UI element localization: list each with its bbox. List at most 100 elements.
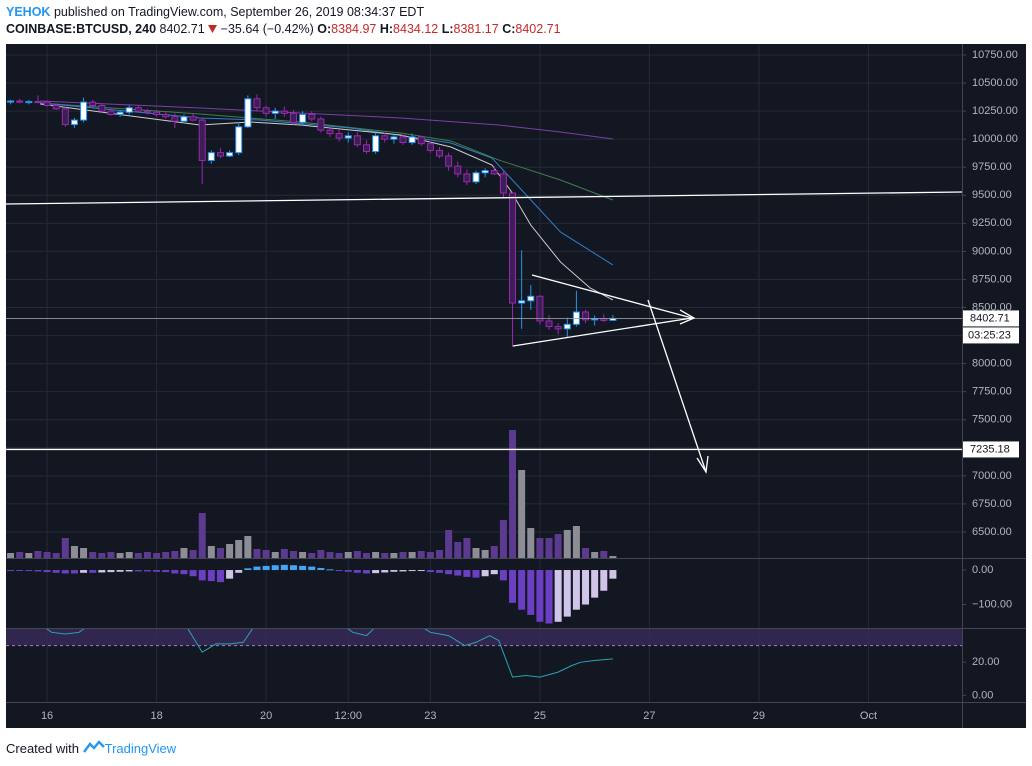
close-label: C: xyxy=(502,22,516,36)
candle-body xyxy=(463,173,471,183)
candle-body xyxy=(554,326,562,330)
triangle-lower xyxy=(512,317,693,347)
moving-average xyxy=(40,102,614,266)
moving-average xyxy=(40,103,614,301)
candle-body xyxy=(344,135,352,139)
level-label-box xyxy=(963,441,1019,458)
y-tick-label: 7000.00 xyxy=(972,470,1012,482)
macd-bar xyxy=(509,570,517,603)
candle-layer xyxy=(6,94,962,347)
candle-body xyxy=(381,135,389,140)
macd-bar xyxy=(253,566,261,571)
volume-bar xyxy=(153,553,161,558)
volume-bar xyxy=(353,551,361,558)
y-tick-label: 9250.00 xyxy=(972,217,1012,229)
candle-body xyxy=(180,116,188,122)
macd-layer xyxy=(7,564,617,624)
candle-body xyxy=(289,112,297,123)
volume-bar xyxy=(271,552,279,558)
macd-bar xyxy=(536,570,544,622)
volume-bar xyxy=(189,550,197,558)
macd-bar xyxy=(16,570,24,572)
low-value: 8381.17 xyxy=(453,22,499,36)
candle-body xyxy=(70,119,78,126)
volume-bar xyxy=(572,526,580,558)
volume-bar xyxy=(198,513,206,558)
countdown: 03:25:23 xyxy=(968,329,1011,341)
price-label-box xyxy=(963,310,1019,327)
candle-body xyxy=(417,136,425,145)
candle-body xyxy=(335,133,343,139)
x-tick-label: 27 xyxy=(643,710,655,722)
y-tick-label: 9000.00 xyxy=(972,245,1012,257)
arrow-head xyxy=(696,455,709,474)
drawings xyxy=(5,191,963,474)
open-value: 8384.97 xyxy=(331,22,377,36)
candle-body xyxy=(490,170,498,175)
volume-bar xyxy=(216,548,224,558)
logo xyxy=(82,740,105,753)
y-tick-label: 6750.00 xyxy=(972,498,1012,510)
volume-bar xyxy=(80,548,88,558)
candle-body xyxy=(399,136,407,144)
volume-bar xyxy=(536,538,544,558)
candle-body xyxy=(80,101,88,121)
macd-bar xyxy=(271,565,279,571)
macd-bar xyxy=(80,570,88,573)
candle-body xyxy=(299,113,307,123)
axis-labels: 16 18 20 12:00 23 25 27 29 Oct 6500.00 6750.00 7000… xyxy=(41,49,1019,722)
candle-body xyxy=(244,98,252,128)
volume-bar xyxy=(162,552,170,558)
arrow-down xyxy=(647,299,707,473)
y-tick-label: 9500.00 xyxy=(972,189,1012,201)
candle-body xyxy=(189,116,197,121)
macd-bar xyxy=(189,570,197,577)
candle-body xyxy=(43,101,51,107)
candle-body xyxy=(591,318,599,321)
macd-bar xyxy=(235,570,243,573)
macd-bar xyxy=(335,570,343,572)
volume-bar xyxy=(563,530,571,558)
candle-body xyxy=(353,135,361,146)
volume-bar xyxy=(381,553,389,558)
candle-body xyxy=(116,111,124,115)
macd-bar xyxy=(134,570,142,572)
volume-bar xyxy=(436,550,444,558)
candle-body xyxy=(262,107,270,114)
macd-bar xyxy=(472,570,480,578)
x-tick-label: Oct xyxy=(860,710,877,722)
volume-bar xyxy=(16,552,24,558)
volume-bar xyxy=(600,551,608,558)
candle-body xyxy=(25,101,33,104)
y-tick-label: −100.00 xyxy=(972,598,1012,610)
macd-bar xyxy=(417,570,425,572)
volume-bar xyxy=(253,549,261,558)
volume-bar xyxy=(116,553,124,558)
candle-body xyxy=(125,107,133,113)
volume-bar xyxy=(463,538,471,558)
volume-bar xyxy=(134,553,142,558)
y-tick-label: 6500.00 xyxy=(972,526,1012,538)
macd-bar xyxy=(499,570,507,581)
macd-bar xyxy=(408,570,416,572)
volume-bar xyxy=(408,552,416,558)
macd-bar xyxy=(362,570,370,574)
volume-bar xyxy=(582,548,590,558)
candle-body xyxy=(226,152,234,157)
candle-body xyxy=(372,135,380,153)
macd-bar xyxy=(153,570,161,572)
last-price: 8402.71 xyxy=(159,22,205,36)
x-tick-label: 23 xyxy=(424,710,436,722)
macd-bar xyxy=(317,567,325,571)
volume-bar xyxy=(545,538,553,558)
macd-bar xyxy=(390,570,398,572)
high-value: 8434.12 xyxy=(393,22,439,36)
level-label: 7235.18 xyxy=(970,443,1010,455)
macd-bar xyxy=(554,570,562,622)
low-label: L: xyxy=(441,22,454,36)
volume-bar xyxy=(445,530,453,558)
y-tick-label: 8000.00 xyxy=(972,358,1012,370)
candle-body xyxy=(207,152,215,161)
candle-body xyxy=(426,143,434,151)
